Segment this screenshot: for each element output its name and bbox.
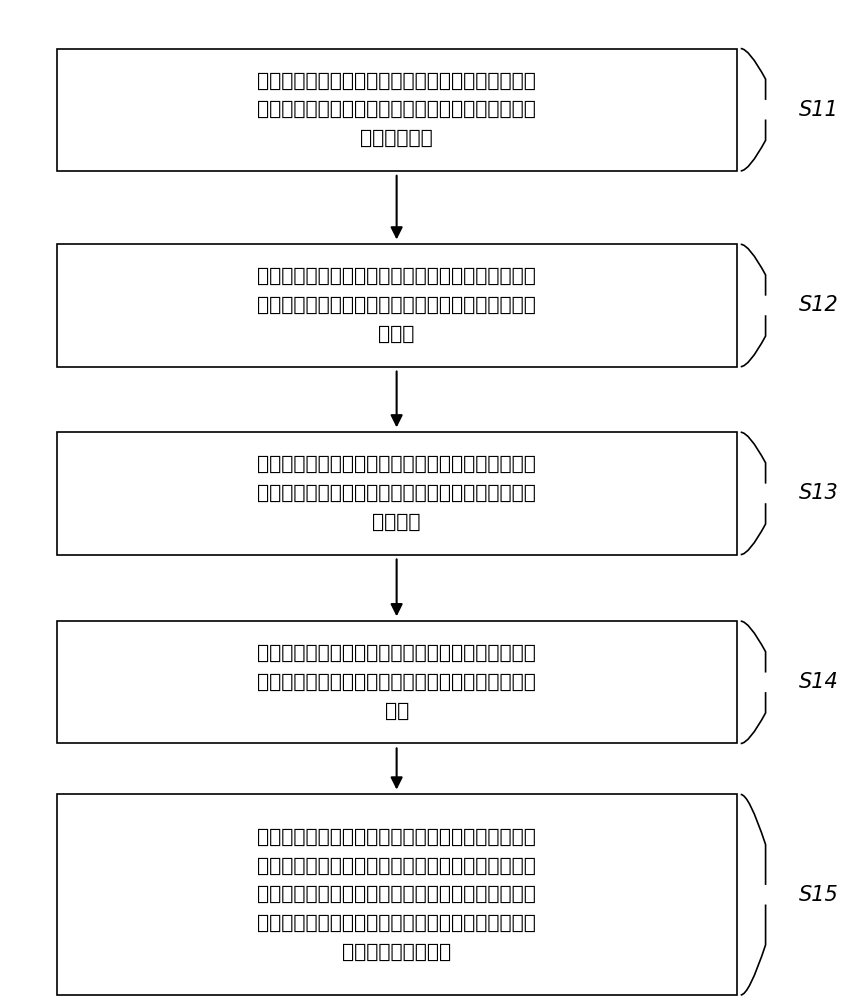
Bar xyxy=(56,244,735,367)
Text: S14: S14 xyxy=(797,672,838,692)
Bar xyxy=(56,49,735,171)
Text: 将所述近似滑动窗滤波器输出信号输入至加法器的第
一输入端，将所述比例控制器输出信号输入至所述加
法器的第二输入端，在所述加法器的输出端得到加法
器输出信号，所述: 将所述近似滑动窗滤波器输出信号输入至加法器的第 一输入端，将所述比例控制器输出信… xyxy=(257,828,535,962)
Text: S12: S12 xyxy=(797,295,838,315)
Text: S11: S11 xyxy=(797,100,838,120)
Bar xyxy=(56,621,735,743)
Bar xyxy=(56,432,735,555)
Text: 将所述输入信号输入至近似滑动窗滤波器的输入端，
在所述近似滑动窗滤波器的输出端得到近似滑动窗滤
波器输出信号: 将所述输入信号输入至近似滑动窗滤波器的输入端， 在所述近似滑动窗滤波器的输出端得… xyxy=(257,71,535,148)
Text: 将所述输入信号输入至高阶惯性滤波器的输入端，在
所述高阶惯性滤波器的输出端得到高阶惯性滤波器输
出信号: 将所述输入信号输入至高阶惯性滤波器的输入端，在 所述高阶惯性滤波器的输出端得到高… xyxy=(257,267,535,344)
Text: 将所述高阶惯性滤波器输出信号输入至常用微分器的
输入端，在所述常用微分器的输出端得到常用微分器
输出信号: 将所述高阶惯性滤波器输出信号输入至常用微分器的 输入端，在所述常用微分器的输出端… xyxy=(257,455,535,532)
Bar xyxy=(56,794,735,995)
Text: S13: S13 xyxy=(797,483,838,503)
Text: 将所述常用微分器输出信号输入至比例控制器的输入
端，在所述比例控制器的输出端得到比例控制器输出
信号: 将所述常用微分器输出信号输入至比例控制器的输入 端，在所述比例控制器的输出端得到… xyxy=(257,644,535,721)
Text: S15: S15 xyxy=(797,885,838,905)
